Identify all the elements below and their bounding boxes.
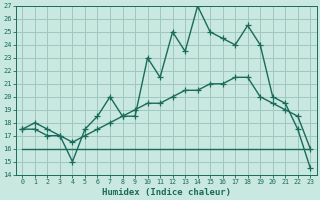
X-axis label: Humidex (Indice chaleur): Humidex (Indice chaleur): [102, 188, 231, 197]
